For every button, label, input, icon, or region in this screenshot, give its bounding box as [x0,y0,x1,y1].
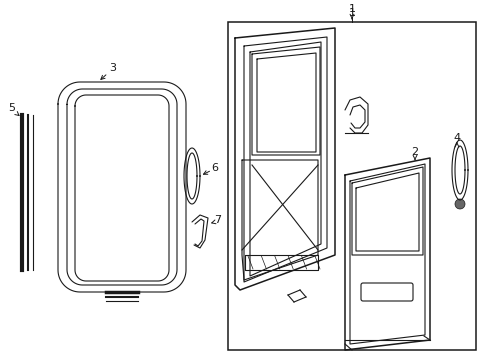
Text: 7: 7 [214,215,221,225]
Text: 1: 1 [348,8,355,18]
Circle shape [454,199,464,209]
Text: 2: 2 [410,147,418,157]
Text: 3: 3 [109,63,116,73]
Text: 5: 5 [8,103,16,113]
Bar [227,22,475,350]
Text: 6: 6 [211,163,218,173]
Text: 4: 4 [452,133,460,143]
Text: 1: 1 [348,4,355,14]
